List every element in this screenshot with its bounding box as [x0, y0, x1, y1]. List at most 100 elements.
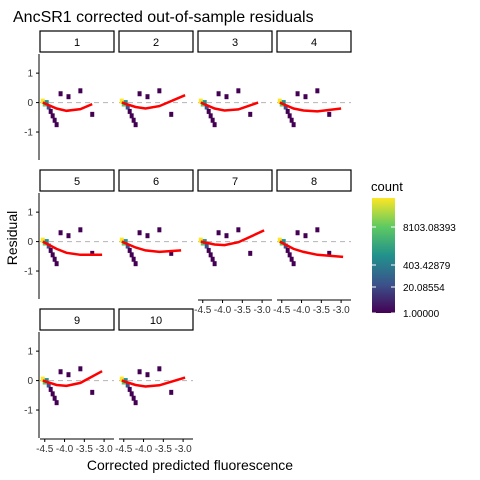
- heatmap-cell: [127, 247, 132, 253]
- heatmap-cell: [291, 261, 296, 267]
- x-tick-label: -4.0: [214, 305, 232, 316]
- x-tick-label: -3.5: [313, 305, 331, 316]
- heatmap-cell: [287, 113, 292, 119]
- facet-panel-10: 10 -4.5 -4.0 -3.5 -3.0: [115, 308, 194, 455]
- chart-title: AncSR1 corrected out-of-sample residuals: [13, 9, 314, 26]
- facet-panel-2: 2: [118, 30, 194, 128]
- heatmap-cell: [125, 243, 130, 249]
- heatmap-cell: [303, 94, 308, 100]
- heatmap-cell: [129, 252, 134, 258]
- heatmap-cell: [206, 108, 211, 114]
- heatmap-cell: [40, 237, 45, 243]
- x-tick-label: -3.5: [155, 444, 173, 455]
- facet-strip-label: 8: [311, 176, 317, 188]
- heatmap-cell: [248, 111, 253, 117]
- x-tick-label: -4.0: [56, 444, 74, 455]
- heatmap-cell: [327, 111, 332, 117]
- legend: count 8103.08393 403.42879 20.08554 1.00000: [371, 179, 456, 320]
- heatmap-cell: [204, 243, 209, 249]
- fit-line: [200, 101, 259, 112]
- heatmap-cell: [204, 104, 209, 110]
- facet-strip: [118, 308, 194, 331]
- facet-panel-1: 1 1 0 -1: [24, 30, 115, 160]
- heatmap-cell: [145, 94, 150, 100]
- heatmap-cell: [90, 111, 95, 117]
- heatmap-cell: [285, 108, 290, 114]
- heatmap-cell: [315, 227, 320, 233]
- legend-tick-label: 20.08554: [403, 283, 445, 294]
- x-tick-label: -3.5: [234, 305, 252, 316]
- heatmap-cell: [46, 104, 51, 110]
- facet-strip-label: 2: [153, 37, 159, 49]
- legend-tick-label: 1.00000: [403, 309, 440, 320]
- heatmap-cell: [66, 94, 71, 100]
- x-tick-label: -3.0: [253, 305, 271, 316]
- heatmap-cell: [210, 117, 215, 123]
- legend-colorbar: [372, 198, 395, 313]
- heatmap-cell: [277, 98, 282, 104]
- facet-strip: [276, 169, 352, 192]
- heatmap-cell: [283, 104, 288, 110]
- heatmap-cell: [236, 227, 241, 233]
- heatmap-cell: [236, 88, 241, 94]
- heatmap-cell: [127, 386, 132, 392]
- heatmap-cell: [40, 376, 45, 382]
- heatmap-cell: [119, 98, 124, 104]
- y-tick-label: 0: [27, 98, 33, 109]
- heatmap-cell: [127, 108, 132, 114]
- heatmap-cell: [119, 376, 124, 382]
- facet-panel-5: 5 1 0 -1: [24, 169, 115, 299]
- heatmap-cell: [224, 94, 229, 100]
- heatmap-cell: [289, 117, 294, 123]
- fit-line: [279, 101, 342, 113]
- heatmap-cell: [303, 233, 308, 239]
- heatmap-cell: [198, 98, 203, 104]
- facet-panel-6: 6: [118, 169, 194, 267]
- heatmap-cell: [52, 256, 57, 262]
- y-tick-label: 0: [27, 376, 33, 387]
- heatmap-cell: [78, 88, 83, 94]
- facet-strip-label: 5: [74, 176, 80, 188]
- heatmap-cell: [50, 391, 55, 397]
- heatmap-cell: [208, 113, 213, 119]
- y-tick-label: 1: [27, 347, 33, 358]
- heatmap-cell: [54, 261, 59, 267]
- y-axis-title: Residual: [4, 211, 20, 265]
- heatmap-cell: [131, 117, 136, 123]
- heatmap-cell: [90, 250, 95, 256]
- heatmap-cell: [248, 250, 253, 256]
- x-tick-label: -4.5: [273, 305, 291, 316]
- heatmap-cell: [129, 391, 134, 397]
- heatmap-cell: [44, 100, 49, 106]
- heatmap-cell: [295, 230, 300, 236]
- facet-panel-7: 7 -4.5 -4.0 -3.5 -3.0: [194, 169, 273, 316]
- facet-strip: [118, 169, 194, 192]
- heatmap-cell: [66, 372, 71, 378]
- facet-strip-label: 9: [74, 315, 80, 327]
- x-tick-label: -4.5: [115, 444, 133, 455]
- facet-panel-8: 8 -4.5 -4.0 -3.5 -3.0: [273, 169, 352, 316]
- heatmap-cell: [44, 239, 49, 245]
- fit-line: [42, 370, 103, 388]
- heatmap-cell: [224, 233, 229, 239]
- heatmap-cell: [137, 230, 142, 236]
- heatmap-cell: [315, 88, 320, 94]
- facet-strip: [39, 30, 115, 53]
- heatmap-cell: [48, 247, 53, 253]
- heatmap-cell: [58, 91, 63, 97]
- heatmap-cell: [145, 233, 150, 239]
- heatmap-cell: [58, 230, 63, 236]
- heatmap-cell: [169, 389, 174, 395]
- x-axis-title: Corrected predicted fluorescence: [87, 457, 293, 473]
- x-tick-label: -3.5: [76, 444, 94, 455]
- facet-strip-label: 3: [232, 37, 238, 49]
- legend-ticks: 8103.08393 403.42879 20.08554 1.00000: [372, 223, 456, 320]
- y-tick-label: -1: [24, 128, 33, 139]
- heatmap-cell: [157, 88, 162, 94]
- y-tick-label: 1: [27, 69, 33, 80]
- facet-strip: [39, 169, 115, 192]
- facet-strip-label: 1: [74, 37, 80, 49]
- heatmap-cell: [46, 382, 51, 388]
